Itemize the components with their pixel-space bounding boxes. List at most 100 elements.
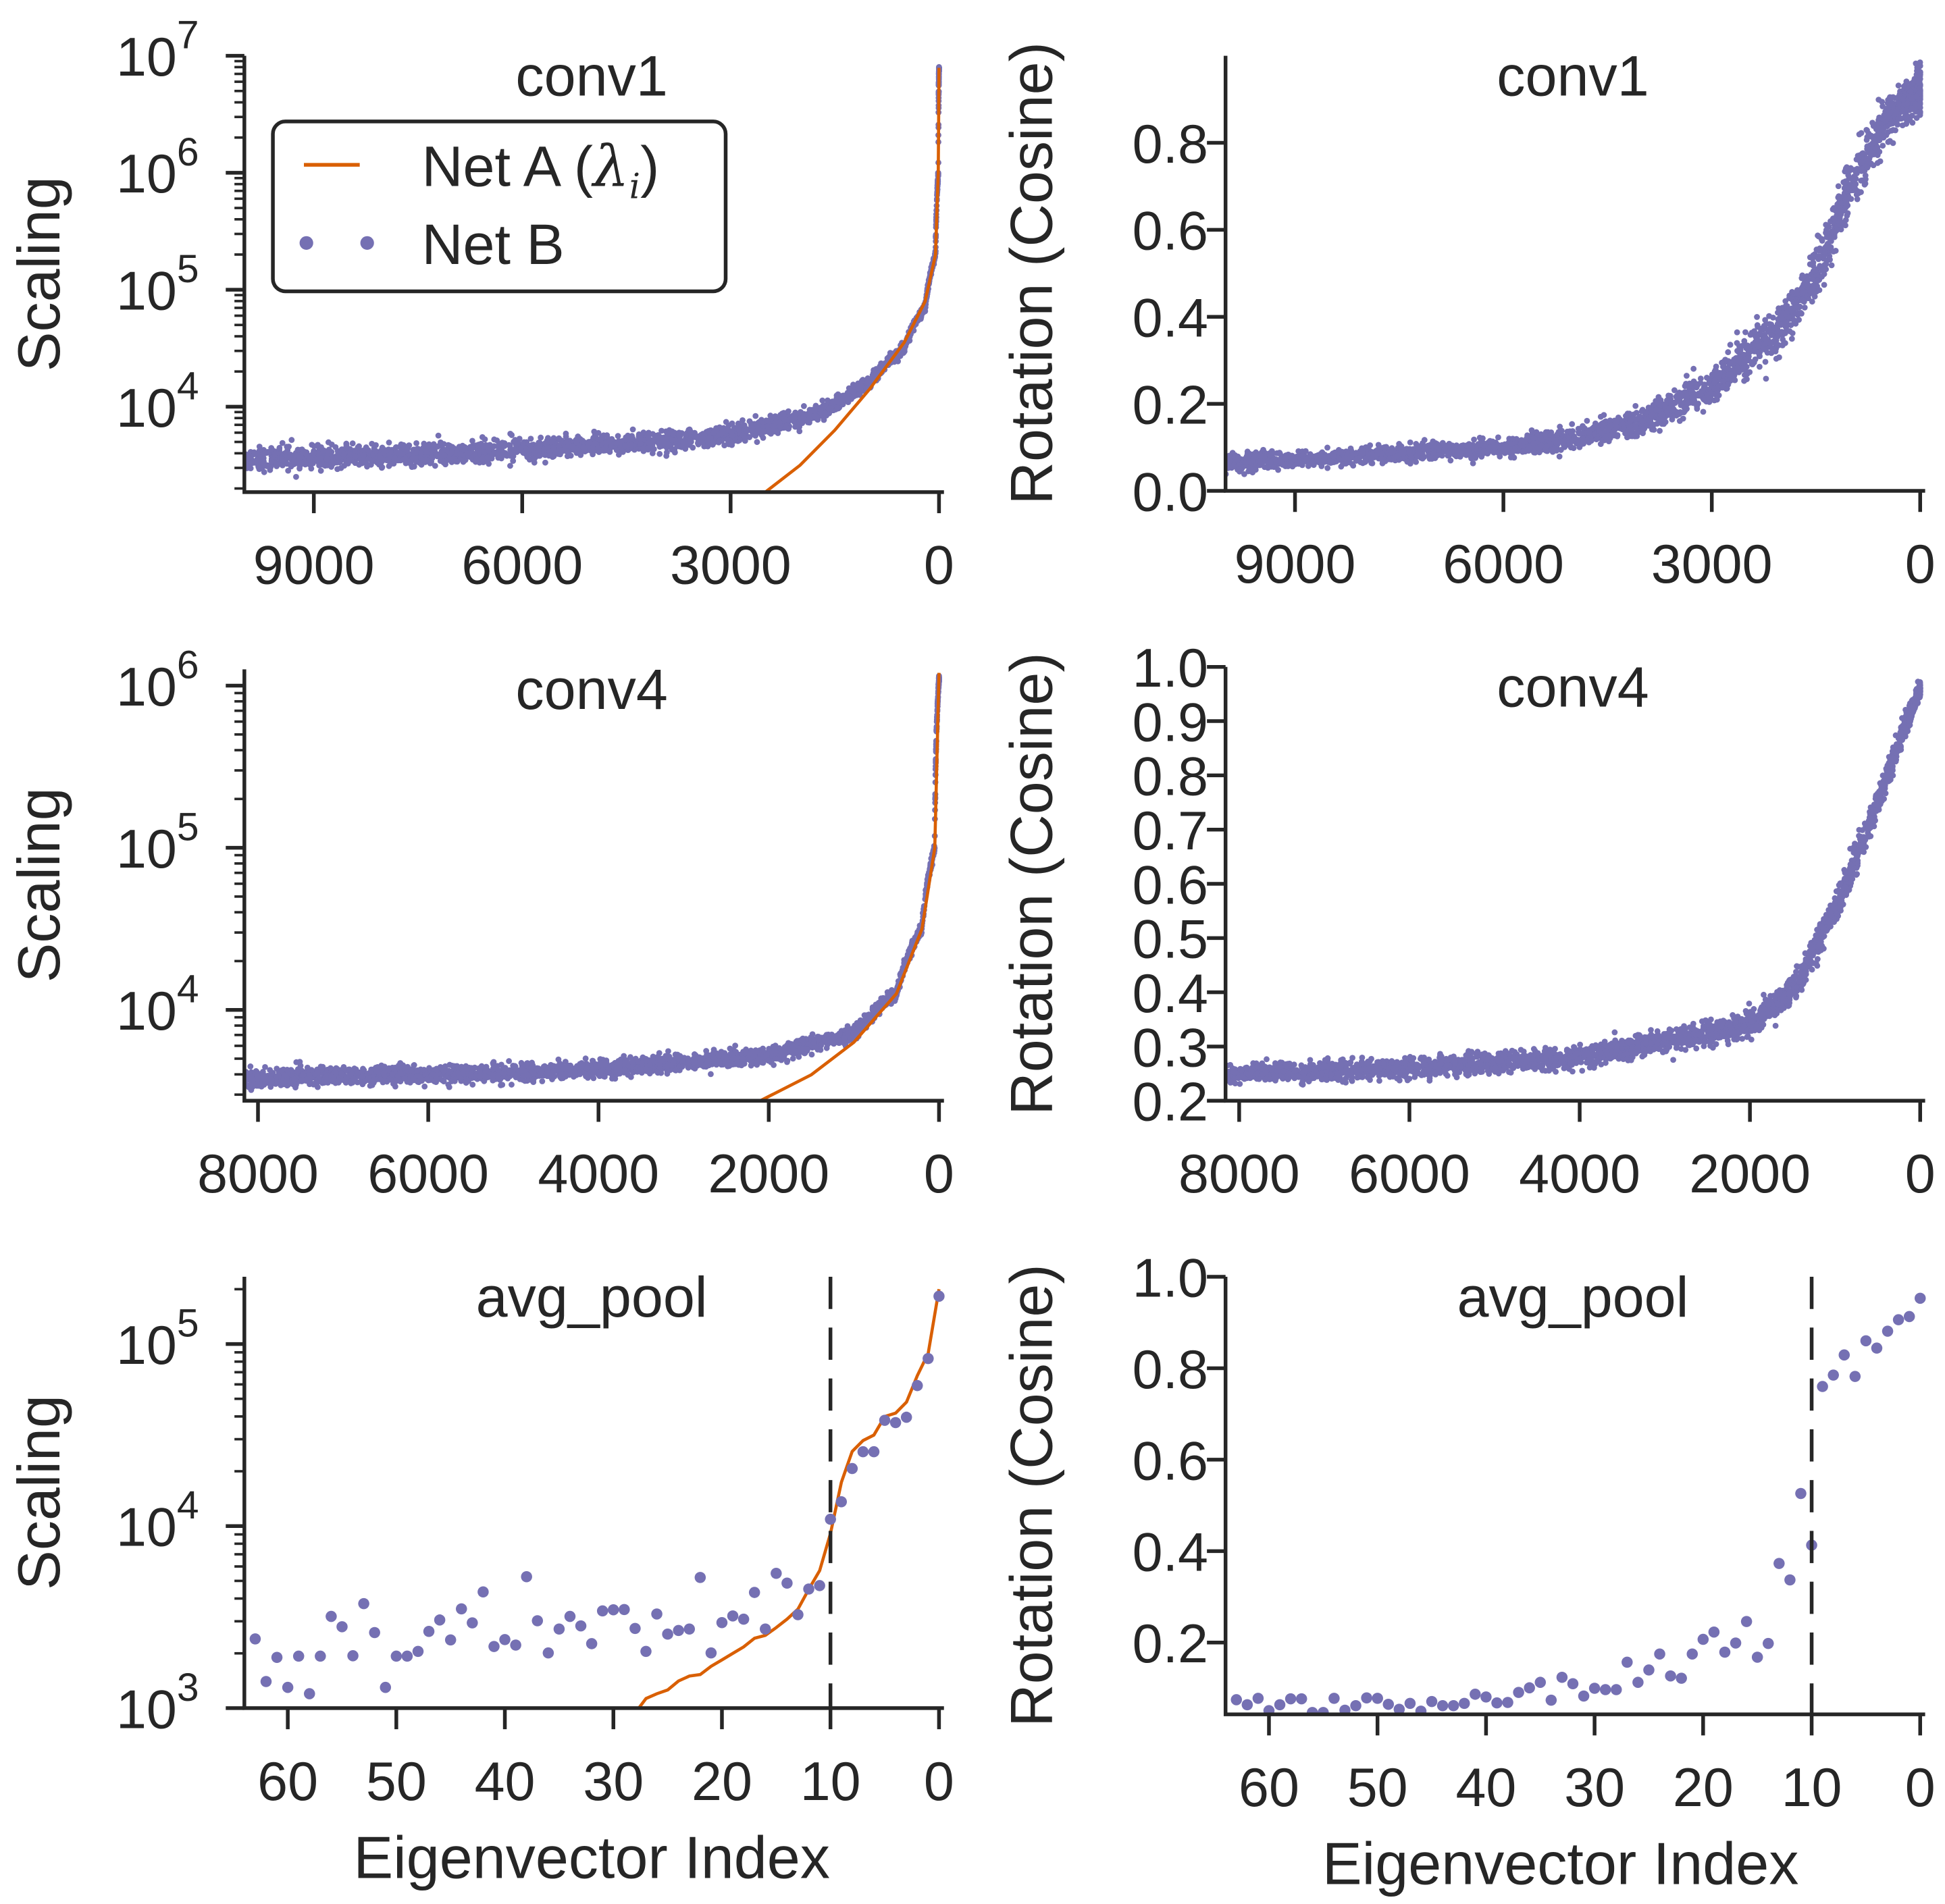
net-b-point (479, 456, 486, 462)
net-b-point (549, 438, 556, 445)
net-b-point (1350, 462, 1357, 469)
net-b-point (550, 444, 557, 451)
net-b-point (1597, 441, 1604, 448)
net-b-point (683, 432, 689, 439)
net-b-point (1774, 334, 1781, 340)
net-b-point (613, 440, 620, 446)
net-b-point (1632, 402, 1639, 409)
net-b-point (1682, 407, 1688, 414)
net-b-point (1368, 460, 1375, 467)
net-b-point (1227, 458, 1234, 465)
net-b-point (657, 434, 664, 440)
net-b-point (595, 429, 602, 436)
net-b-point (1740, 351, 1747, 358)
net-b-point (1863, 136, 1870, 143)
net-b-point (316, 460, 322, 467)
net-b-point (1632, 417, 1638, 423)
net-b-point (1862, 172, 1869, 179)
net-b-point (1801, 305, 1808, 311)
net-b-point (1624, 434, 1630, 441)
net-b-point (1583, 436, 1590, 443)
net-b-point (637, 440, 644, 447)
net-b-point (1576, 430, 1583, 437)
net-b-point (423, 448, 430, 455)
net-b-point (1557, 439, 1563, 445)
net-b-point (501, 443, 508, 449)
net-b-point (819, 397, 826, 404)
net-b-point (413, 455, 419, 462)
net-b-point (1584, 417, 1590, 424)
net-b-point (1269, 451, 1276, 458)
net-b-point (1714, 391, 1721, 398)
net-b-point (498, 455, 504, 462)
net-b-point (729, 420, 735, 427)
net-b-point (1271, 464, 1277, 471)
net-b-point (615, 433, 621, 440)
net-b-point (476, 448, 483, 454)
x-tick-label: 9000 (253, 535, 375, 596)
net-b-point (338, 446, 345, 452)
x-tick-label: 0 (924, 535, 954, 596)
net-b-point (428, 454, 435, 461)
net-b-point (261, 469, 267, 475)
net-b-point (317, 455, 324, 462)
net-b-point (1471, 436, 1478, 443)
net-b-point (557, 447, 564, 453)
net-b-point (469, 445, 475, 452)
net-b-point (1421, 437, 1428, 443)
y-tick-label: 104 (116, 364, 199, 438)
net-b-point (1735, 348, 1742, 355)
net-b-point (650, 431, 656, 438)
net-b-point (323, 456, 330, 462)
net-b-point (650, 446, 657, 452)
net-b-point (850, 381, 856, 388)
net-b-point (391, 456, 398, 462)
net-b-point (628, 442, 635, 448)
net-b-point (742, 435, 748, 441)
net-b-point (365, 447, 371, 454)
net-b-point (1716, 369, 1723, 376)
net-b-point (1811, 293, 1818, 300)
net-b-point (287, 452, 294, 458)
net-b-point (709, 442, 716, 448)
net-b-point (1614, 432, 1621, 438)
net-b-point (293, 473, 299, 480)
net-b-point (710, 429, 717, 436)
net-b-point (308, 465, 315, 472)
net-b-point (1538, 436, 1545, 443)
net-b-point (1730, 359, 1736, 365)
net-b-point (462, 444, 469, 451)
net-b-point (723, 419, 729, 425)
net-b-point (1640, 427, 1646, 433)
net-b-point (379, 464, 386, 471)
net-b-point (675, 443, 681, 449)
net-b-point (665, 430, 672, 437)
net-b-point (435, 432, 442, 439)
net-b-point (1676, 418, 1683, 424)
net-b-point (1557, 423, 1563, 430)
net-b-point (1265, 465, 1271, 471)
net-b-point (1359, 450, 1366, 457)
net-b-point (1362, 456, 1369, 462)
net-b-point (1445, 443, 1452, 450)
net-b-point (283, 449, 290, 456)
net-b-point (1741, 377, 1748, 384)
net-b-point (296, 454, 303, 461)
net-b-point (573, 439, 580, 446)
net-b-point (1766, 326, 1772, 333)
net-b-point (1419, 454, 1426, 460)
net-b-point (864, 379, 871, 386)
net-b-point (475, 443, 482, 450)
net-b-point (1447, 457, 1454, 464)
net-b-point (795, 424, 802, 431)
net-b-point (798, 408, 804, 415)
net-b-point (1823, 261, 1830, 267)
net-b-point (670, 431, 677, 438)
net-b-point (1700, 408, 1707, 415)
net-b-point (1272, 458, 1278, 465)
net-b-point (1727, 342, 1734, 348)
net-b-point (542, 459, 548, 466)
net-b-point (1674, 395, 1680, 402)
net-b-point (1788, 336, 1795, 342)
